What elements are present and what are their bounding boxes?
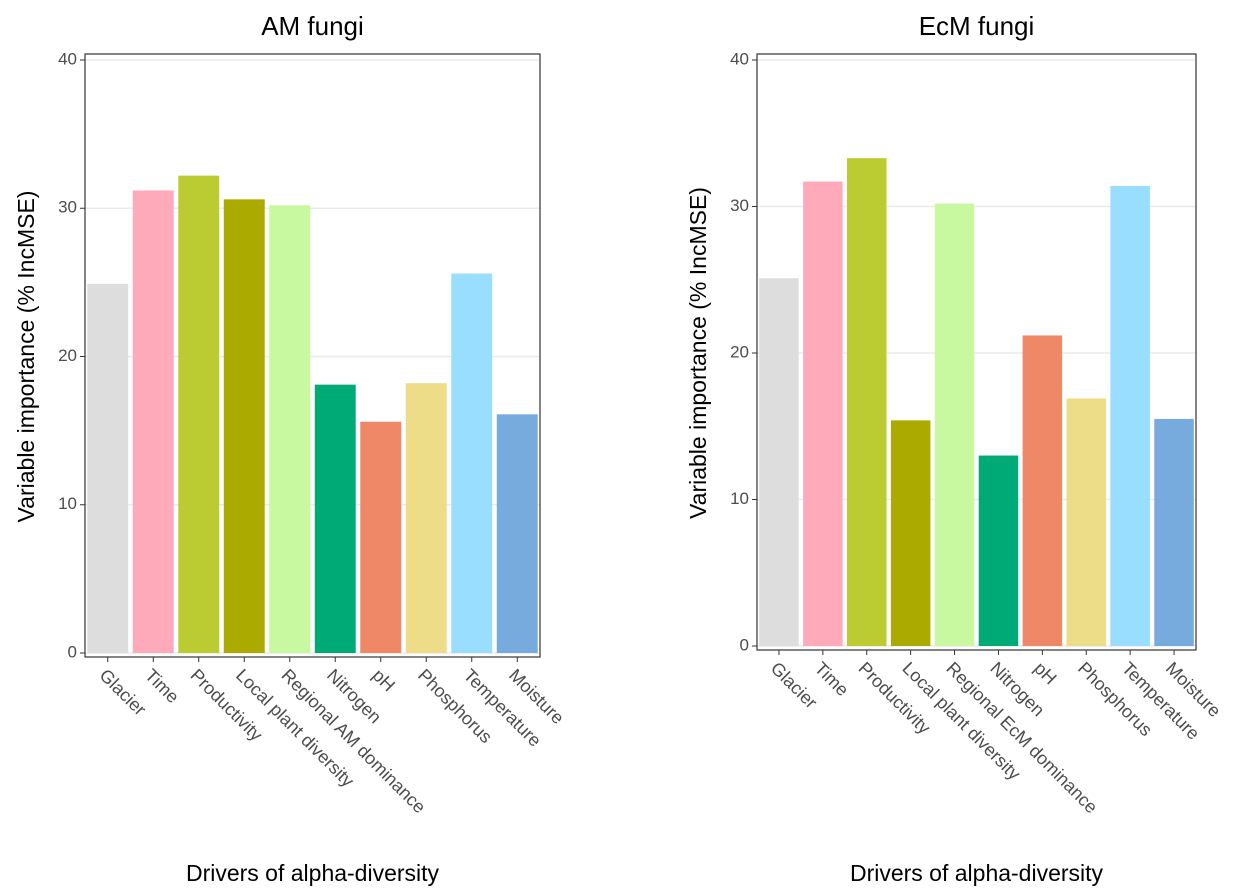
chart-title: EcM fungi: [919, 11, 1035, 41]
bar: [87, 283, 129, 653]
panel-border: [84, 53, 541, 658]
x-axis-title: Drivers of alpha-diversity: [850, 860, 1104, 886]
bar: [314, 384, 356, 653]
bar: [269, 205, 311, 653]
bar: [803, 181, 843, 646]
x-tick-label: Glacier: [96, 665, 150, 719]
chart-title: AM fungi: [261, 11, 364, 41]
bar: [451, 273, 493, 653]
y-tick-label: 20: [58, 346, 77, 365]
bar: [1022, 335, 1063, 646]
y-tick-label: 30: [730, 196, 749, 215]
y-tick-label: 40: [58, 49, 77, 68]
bar: [1110, 185, 1150, 647]
panel-border: [756, 53, 1197, 651]
bar: [360, 421, 402, 653]
bar: [178, 175, 220, 653]
bar: [846, 158, 887, 646]
bar: [934, 203, 975, 646]
x-axis-title: Drivers of alpha-diversity: [186, 860, 440, 886]
x-tick-label: Glacier: [767, 658, 821, 712]
bar: [223, 199, 265, 654]
bar: [978, 455, 1019, 646]
x-tick-label: pH: [369, 665, 399, 695]
bar: [890, 420, 931, 646]
bar: [1154, 418, 1194, 646]
y-tick-label: 10: [58, 494, 77, 513]
bar: [405, 383, 447, 653]
bar: [759, 278, 799, 646]
bar: [496, 414, 538, 653]
bar: [132, 190, 174, 653]
x-tick-label: pH: [1030, 658, 1060, 688]
y-tick-label: 0: [68, 642, 77, 661]
y-axis-title: Variable importance (% IncMSE): [13, 191, 39, 523]
bar: [1066, 398, 1107, 646]
y-tick-label: 20: [730, 342, 749, 361]
x-tick-label: Time: [141, 665, 183, 707]
y-tick-label: 40: [730, 49, 749, 68]
y-tick-label: 30: [58, 198, 77, 217]
y-tick-label: 10: [730, 489, 749, 508]
y-tick-label: 0: [740, 635, 749, 654]
y-axis-title: Variable importance (% IncMSE): [685, 187, 711, 519]
